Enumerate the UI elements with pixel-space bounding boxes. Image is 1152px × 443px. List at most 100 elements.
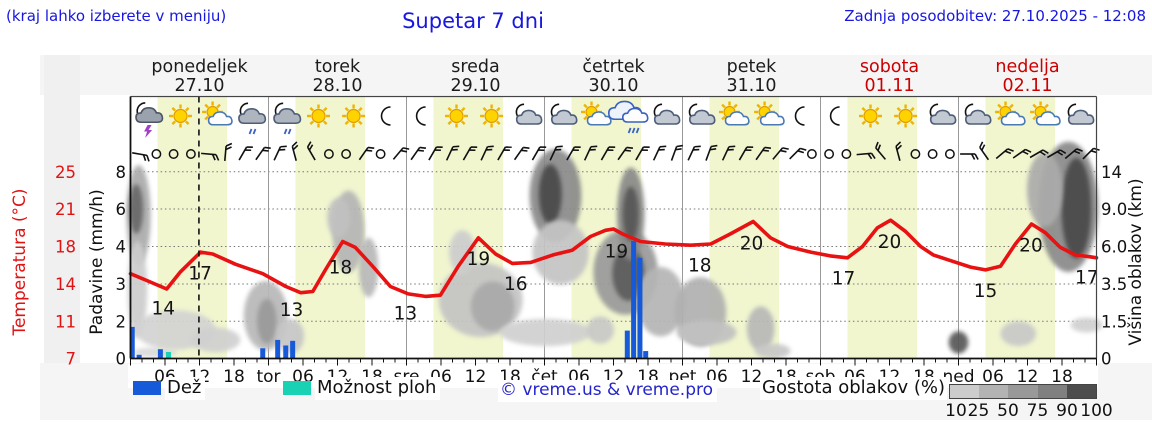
day-date: 01.11 [864,76,914,96]
day-name: torek [315,57,361,77]
wind-barb-icon [789,147,807,160]
time-tick-label: 12 [1017,367,1039,387]
weather-icon-moon-cloud [515,103,543,125]
weather-icon-moon [415,106,426,126]
weather-icon-sun [859,104,882,128]
wind-barb-icon [291,141,299,161]
rain-bar [129,326,135,359]
temperature-tick: 14 [55,275,76,294]
wind-barb-icon [635,146,650,161]
density-scale-label: 90 [1056,401,1078,421]
wind-barb-icon [462,146,478,161]
weather-icon-sun-cloud [1030,101,1061,126]
day-date: 30.10 [588,76,638,96]
rain-bar [157,349,163,359]
shower-legend-label: Možnost ploh [315,377,441,400]
rain-bar [136,354,142,359]
day-name: ponedeljek [151,57,248,77]
temperature-tick: 25 [55,163,76,182]
precip-tick: 3 [116,275,127,294]
wind-calm-icon [185,149,196,159]
temperature-label: 17 [1075,267,1099,288]
day-name: sobota [860,57,919,77]
weather-icon-sun [169,104,192,128]
wind-barb-icon [979,141,990,161]
weather-icon-moon-cloud [688,103,716,125]
wind-calm-icon [323,149,334,159]
rain-bar [631,240,637,359]
wind-barb-icon [132,151,150,162]
precip-tick: 6 [116,200,127,219]
wind-barb-icon [306,141,316,161]
wind-barb-icon [549,145,563,161]
wind-barb-icon [583,145,598,161]
weather-icon-moon [794,106,805,126]
wind-barb-icon [1012,148,1032,159]
precip-tick: 8 [116,163,127,182]
shower-bar [165,351,171,359]
weather-icon-moon-cloud [1067,103,1095,125]
weather-icon-moon-thunder [135,102,164,138]
cloud-height-axis-label: Višina oblakov (km) [1126,178,1146,346]
weather-icon-moon-cloud [653,103,681,125]
weather-icon-moon [829,106,840,126]
weather-icon-moon-rain [238,102,267,135]
rain-bar [290,340,296,359]
weather-icon-moon-cloud [929,103,957,125]
wind-barb-icon [497,146,512,161]
cloud-height-tick: 9.0 [1101,200,1127,219]
wind-calm-icon [944,149,955,159]
rain-bar [637,257,643,359]
cloud-height-tick: 1.5 [1101,312,1127,331]
weather-icon-sun-cloud [754,101,785,126]
weather-icon-sun-cloud [202,101,233,126]
time-tick-label: 06 [982,367,1004,387]
wind-barb-icon [1064,148,1083,160]
precip-axis-label: Padavine (mm/h) [87,189,107,335]
weather-icon-sun [307,104,330,128]
density-scale-label: 50 [997,401,1019,421]
temperature-label: 20 [740,233,764,254]
wind-barb-icon [410,146,427,161]
temperature-label: 17 [832,268,856,289]
temperature-tick: 11 [55,312,76,331]
wind-barb-icon [895,141,903,161]
wind-barb-icon [856,152,876,160]
day-name: sreda [451,57,500,77]
wind-calm-icon [910,149,921,159]
temperature-label: 14 [152,298,176,319]
day-name: nedelja [995,57,1059,77]
wind-calm-icon [824,149,835,159]
copyright-link[interactable]: © vreme.us & vreme.pro [498,380,718,402]
time-tick-label: 18 [1051,367,1073,387]
temperature-tick: 21 [55,200,76,219]
wind-barb-icon [238,146,253,161]
weather-icon-moon-cloud [964,103,992,125]
wind-barb-icon [531,146,547,161]
temperature-label: 20 [1019,236,1043,257]
cloud-height-tick: 6.0 [1101,238,1127,257]
temperature-label: 13 [280,300,304,321]
wind-barb-icon [392,147,410,160]
day-date: 31.10 [726,76,776,96]
precip-tick: 2 [116,312,127,331]
day-name: četrtek [582,57,645,77]
location-hint: (kraj lahko izberete v meniju) [6,7,227,25]
weather-icon-sun [894,104,918,128]
wind-barb-icon [652,145,667,161]
wind-barb-icon [566,146,581,161]
wind-barb-icon [445,145,460,161]
density-scale-label: 25 [967,401,990,421]
wind-barb-icon [223,142,233,162]
rain-bar [275,339,281,359]
density-scale-cell [950,385,980,398]
temperature-label: 19 [605,242,629,263]
wind-barb-icon [617,146,634,161]
wind-barb-icon [995,148,1014,160]
density-scale-label: 100 [1080,401,1113,421]
page-title: Supetar 7 dni [402,9,544,33]
temperature-curve [128,218,1099,299]
density-scale-label: 10 [945,401,967,421]
